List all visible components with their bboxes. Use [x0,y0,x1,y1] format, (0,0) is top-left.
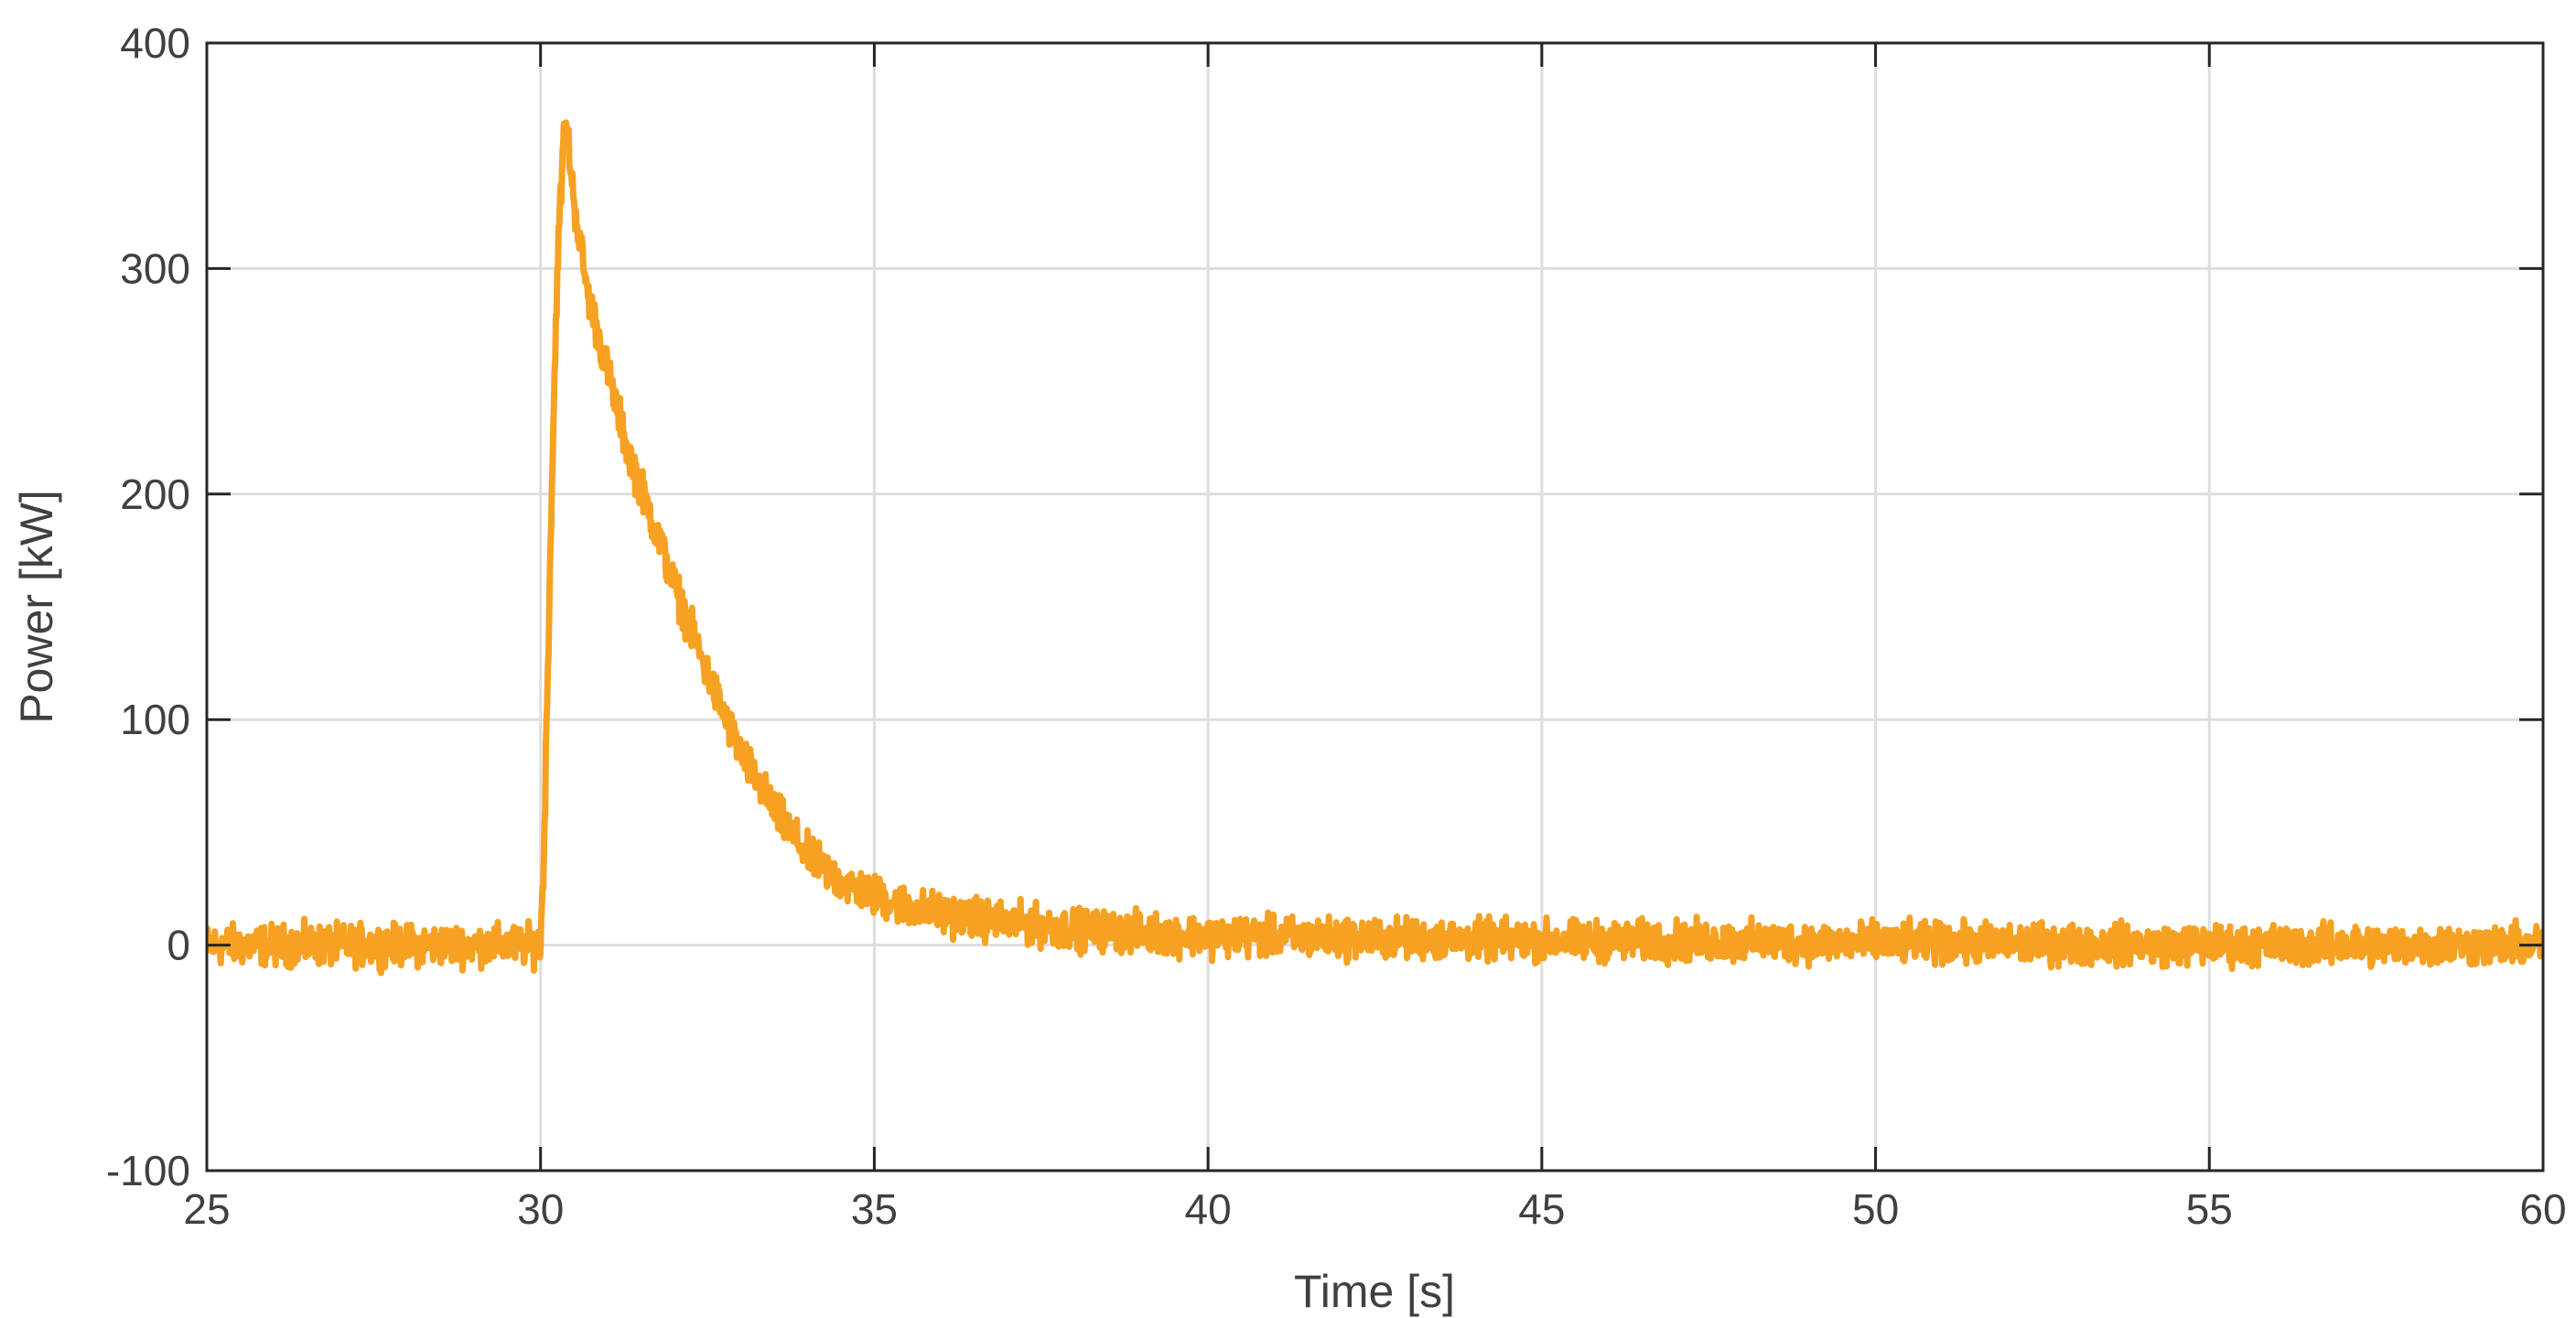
y-tick-label: 200 [120,470,190,518]
y-tick-label: 400 [120,19,190,67]
x-tick-label: 45 [1518,1185,1565,1233]
axis-ticks [205,41,2545,1172]
x-tick-label: 50 [1852,1185,1899,1233]
y-tick-label: 100 [120,696,190,743]
y-tick-label: 300 [120,244,190,292]
x-tick-label: 35 [851,1185,898,1233]
x-tick-label: 55 [2186,1185,2233,1233]
x-tick-label: 40 [1185,1185,1232,1233]
y-tick-label: 0 [167,922,190,969]
y-tick-label: -100 [106,1147,190,1194]
series-layer [207,119,2543,977]
y-tick-labels: -100 0 100 200 300 400 [106,19,190,1194]
plot-background [207,43,2543,1171]
x-tick-labels: 25 30 35 40 45 50 55 60 [183,1185,2566,1233]
plot-frame [205,41,2545,1172]
x-tick-label: 60 [2519,1185,2566,1233]
x-tick-label: 30 [517,1185,564,1233]
series-line-0 [207,119,2543,977]
x-axis-label: Time [s] [1294,1266,1455,1317]
y-axis-label: Power [kW] [11,490,62,724]
x-tick-label: 25 [183,1185,230,1233]
